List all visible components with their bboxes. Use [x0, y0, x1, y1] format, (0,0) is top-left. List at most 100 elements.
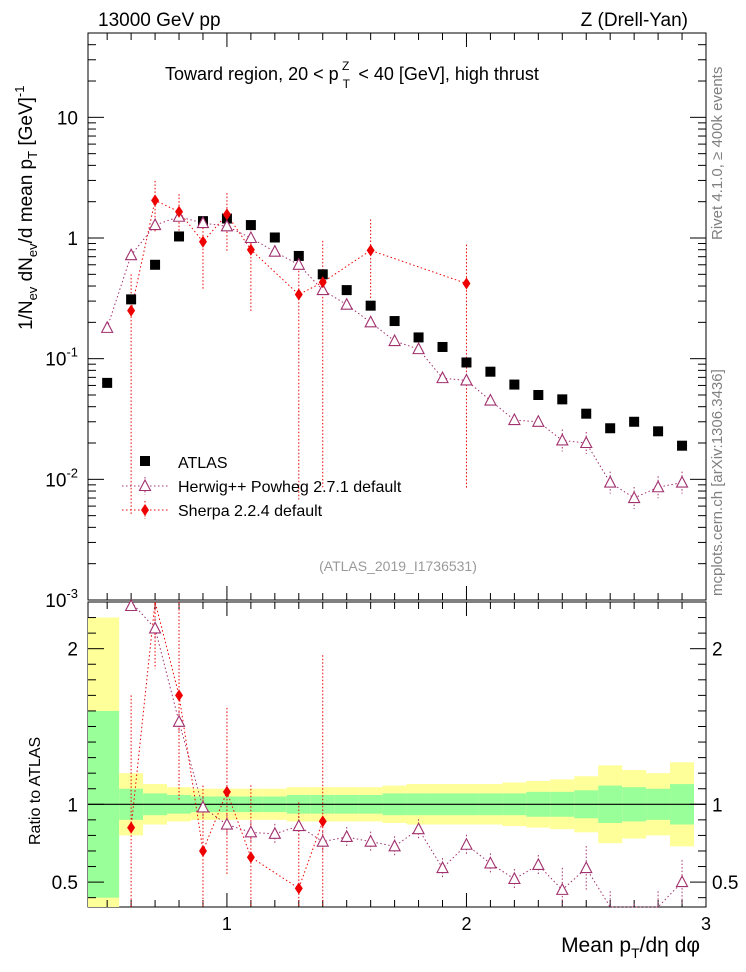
- atlas-point: [461, 357, 472, 368]
- atlas-point: [102, 377, 113, 388]
- atlas-point: [317, 269, 328, 280]
- herwig-point: [340, 297, 354, 310]
- sherpa-point: [246, 243, 255, 256]
- sherpa-ratio-point: [198, 844, 207, 857]
- mcplots-credit-label: mcplots.cern.ch [arXiv:1306.3436]: [709, 369, 726, 596]
- atlas-point: [269, 232, 280, 243]
- y-tick-label: 10-1: [45, 345, 78, 371]
- sherpa-point: [366, 244, 375, 257]
- ratio-y-tick-label-right: 0.5: [712, 873, 738, 894]
- atlas-point: [509, 379, 520, 390]
- herwig-ratio-point: [268, 826, 282, 839]
- herwig-point: [124, 248, 138, 261]
- sherpa-point: [222, 208, 231, 221]
- legend-label-herwig: Herwig++ Powheg 2.7.1 default: [178, 479, 402, 496]
- herwig-point: [484, 393, 497, 406]
- herwig-ratio-point: [388, 839, 402, 852]
- rivet-version-label: Rivet 4.1.0, ≥ 400k events: [709, 67, 726, 240]
- herwig-ratio-point: [484, 856, 497, 869]
- herwig-point: [244, 230, 258, 244]
- atlas-point: [365, 300, 376, 311]
- sherpa-ratio-point: [222, 785, 231, 798]
- axes: 1 2 3 10-3 10-2 10-1 1 10 0.5 0.5 1 1 2 2: [45, 32, 738, 934]
- sherpa-ratio-point: [127, 821, 136, 834]
- ratio-y-tick-label-right: 2: [712, 640, 723, 661]
- herwig-ratio-point: [507, 871, 521, 885]
- herwig-point: [675, 475, 689, 488]
- x-tick-label: 2: [461, 914, 471, 934]
- sherpa-point: [175, 205, 184, 218]
- atlas-point: [653, 426, 664, 437]
- herwig-ratio-point: [244, 825, 258, 838]
- sherpa-ratio-point: [246, 851, 255, 864]
- energy-label: 13000 GeV pp: [98, 10, 221, 31]
- legend: ATLAS Herwig++ Powheg 2.7.1 default Sher…: [122, 455, 402, 520]
- x-tick-label: 1: [222, 914, 232, 934]
- ratio-y-tick-label-left: 0.5: [52, 873, 78, 894]
- legend-marker-sherpa: [141, 504, 149, 516]
- herwig-ratio-point: [436, 860, 449, 874]
- main-y-axis-label: 1/Nev dNev/d mean pT [GeV]-1: [12, 86, 40, 331]
- herwig-point: [507, 412, 521, 426]
- herwig-point: [579, 435, 593, 449]
- herwig-point: [436, 370, 449, 384]
- herwig-point: [555, 433, 569, 446]
- herwig-point: [100, 320, 114, 333]
- x-tick-label: 3: [701, 914, 711, 934]
- atlas-point: [293, 250, 304, 261]
- atlas-point: [126, 294, 137, 305]
- herwig-point: [196, 215, 210, 229]
- atlas-point: [557, 394, 568, 405]
- herwig-point: [268, 244, 282, 257]
- herwig-point: [460, 373, 473, 386]
- ratio-y-tick-label-left: 1: [67, 795, 78, 816]
- atlas-point: [485, 366, 496, 377]
- herwig-point: [603, 475, 617, 488]
- sherpa-ratio-point: [294, 882, 303, 895]
- atlas-point: [389, 316, 400, 327]
- ratio-y-axis-label: Ratio to ATLAS: [27, 737, 44, 845]
- legend-label-sherpa: Sherpa 2.2.4 default: [178, 503, 323, 520]
- herwig-ratio-point: [460, 837, 473, 850]
- y-tick-label: 1: [67, 229, 78, 250]
- herwig-ratio-point: [124, 598, 138, 612]
- sherpa-point: [127, 304, 136, 317]
- y-tick-label: 10-2: [45, 465, 78, 491]
- atlas-point: [629, 416, 640, 427]
- herwig-point: [412, 341, 425, 355]
- herwig-point: [364, 315, 378, 328]
- atlas-point: [437, 341, 448, 352]
- x-axis-label: Mean pT/dη dφ: [561, 934, 700, 961]
- herwig-point: [651, 480, 665, 493]
- atlas-point: [677, 440, 688, 451]
- sherpa-point: [151, 194, 160, 207]
- herwig-ratio-point: [148, 621, 162, 634]
- herwig-point: [220, 219, 234, 232]
- herwig-point: [292, 257, 306, 270]
- y-tick-label: 10: [57, 108, 78, 129]
- herwig-ratio-point: [196, 800, 210, 813]
- herwig-point: [388, 333, 402, 347]
- legend-marker-herwig: [138, 478, 152, 492]
- herwig-ratio-point: [364, 834, 378, 847]
- sherpa-point: [462, 277, 471, 290]
- atlas-point: [341, 285, 352, 296]
- legend-marker-atlas: [140, 456, 150, 466]
- sherpa-point: [198, 235, 207, 248]
- ratio-y-tick-label-left: 2: [67, 640, 78, 661]
- ratio-uncertainty-bands: [88, 617, 695, 907]
- herwig-ratio-point: [531, 857, 545, 871]
- herwig-ratio-point: [340, 829, 354, 843]
- process-label: Z (Drell-Yan): [581, 10, 688, 31]
- sherpa-ratio-point: [175, 689, 184, 702]
- data-markers: [100, 194, 689, 895]
- atlas-point: [533, 389, 544, 400]
- atlas-point: [413, 332, 424, 343]
- herwig-ratio-point: [316, 834, 330, 847]
- plot-title: Toward region, 20 < p TZ < 40 [GeV], high…: [165, 59, 539, 91]
- atlas-point: [245, 220, 256, 231]
- atlas-point: [605, 423, 616, 434]
- herwig-ratio-point: [292, 818, 306, 832]
- ratio-plot-frame: [87, 601, 707, 908]
